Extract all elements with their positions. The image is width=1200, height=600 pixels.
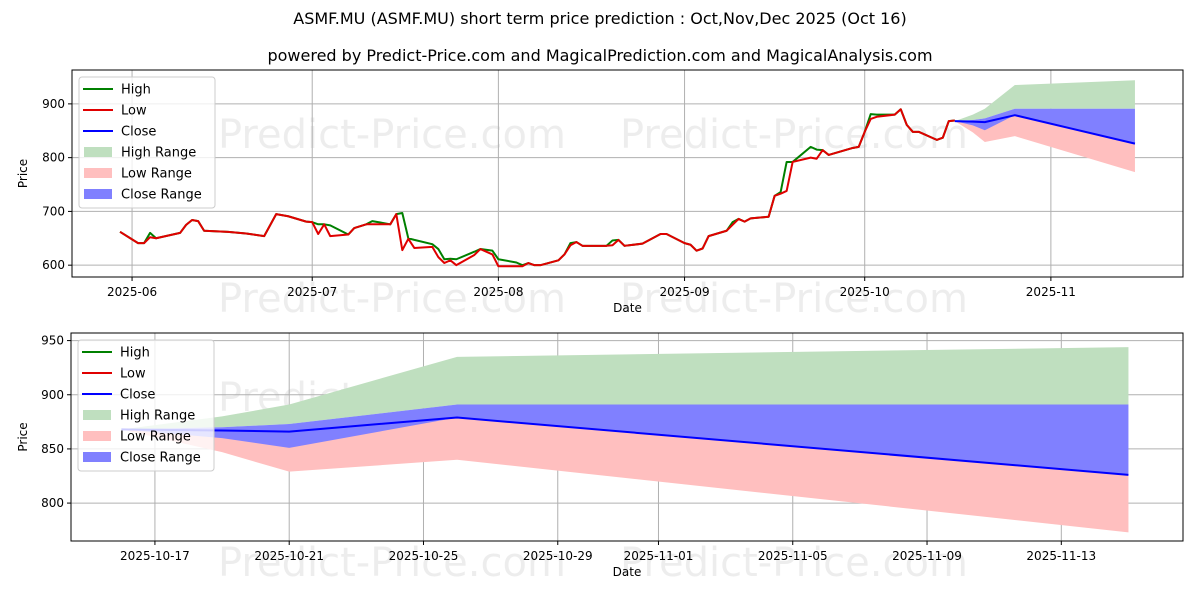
watermark: Predict-Price.com [218,276,566,322]
y-tick-label: 800 [42,151,65,165]
x-tick-label: 2025-10 [840,285,890,299]
x-tick-label: 2025-11 [1026,285,1076,299]
y-tick-label: 600 [42,258,65,272]
chart-subtitle: powered by Predict-Price.com and Magical… [267,46,933,65]
x-tick-label: 2025-10-25 [389,549,459,563]
watermark: Predict-Price.com [620,112,968,158]
legend-label: High Range [121,146,196,161]
watermark: Predict-Price.com [218,540,566,586]
plot-forecast-zoom: Predict-Price.comPredict-Price.comPredic… [16,332,1184,586]
x-axis-label: Date [613,301,642,315]
axes-frame [71,69,1184,278]
legend-swatch [84,168,112,178]
legend-label: Close [121,125,156,140]
y-axis-label: Price [16,159,30,188]
legend-label: Low Range [120,430,191,445]
plot-history-and-forecast: Predict-Price.com Predict-Price.com Predic… [16,69,1184,322]
x-tick-label: 2025-10-29 [523,549,593,563]
watermark: Predict-Price.com [620,276,968,322]
legend: High Low Close High Range Low Range Close Ran… [77,339,215,472]
legend-swatch [84,189,112,199]
x-tick-label: 2025-07 [287,285,337,299]
legend-label: High [120,346,150,361]
legend-swatch [83,410,111,420]
legend-label: Low [121,104,147,119]
watermark: Predict-Price.com [620,540,968,586]
legend-swatch [83,431,111,441]
y-axis-label: Price [16,422,30,451]
legend-label: Close [120,388,155,403]
chart-title: ASMF.MU (ASMF.MU) short term price predi… [293,9,907,28]
watermark: Predict-Price.com [218,112,566,158]
close-range-band [121,404,1129,475]
legend: High Low Close High Range Low Range Close Ran… [78,76,216,209]
legend-swatch [84,147,112,157]
y-tick-label: 800 [41,496,64,510]
legend-swatch [83,452,111,462]
x-axis-label: Date [613,565,642,579]
low-range-band [954,115,1135,173]
high-range-band [121,347,1129,430]
high-range-band [954,80,1135,122]
close-line [954,114,1136,145]
x-tick-label: 2025-11-09 [892,549,962,563]
y-tick-label: 850 [41,442,64,456]
y-tick-label: 700 [42,204,65,218]
legend-label: Low [120,367,146,382]
y-tick-label: 950 [41,334,64,348]
x-tick-label: 2025-06 [107,285,157,299]
legend-label: Low Range [121,167,192,182]
low-line [119,108,955,268]
legend-label: High Range [120,409,195,424]
x-tick-label: 2025-09 [659,285,709,299]
x-tick-label: 2025-11-05 [758,549,828,563]
axes-frame [70,332,1184,542]
x-tick-label: 2025-10-17 [120,549,190,563]
y-tick-label: 900 [42,97,65,111]
legend-label: Close Range [120,451,201,466]
plot-area [119,80,1136,268]
low-range-band [121,417,1129,533]
legend-label: High [121,83,151,98]
x-tick-label: 2025-11-13 [1026,549,1096,563]
x-tick-label: 2025-11-01 [624,549,694,563]
x-tick-label: 2025-10-21 [254,549,324,563]
y-tick-label: 900 [41,388,64,402]
close-range-band [954,108,1135,144]
legend-label: Close Range [121,188,202,203]
x-tick-label: 2025-08 [473,285,523,299]
